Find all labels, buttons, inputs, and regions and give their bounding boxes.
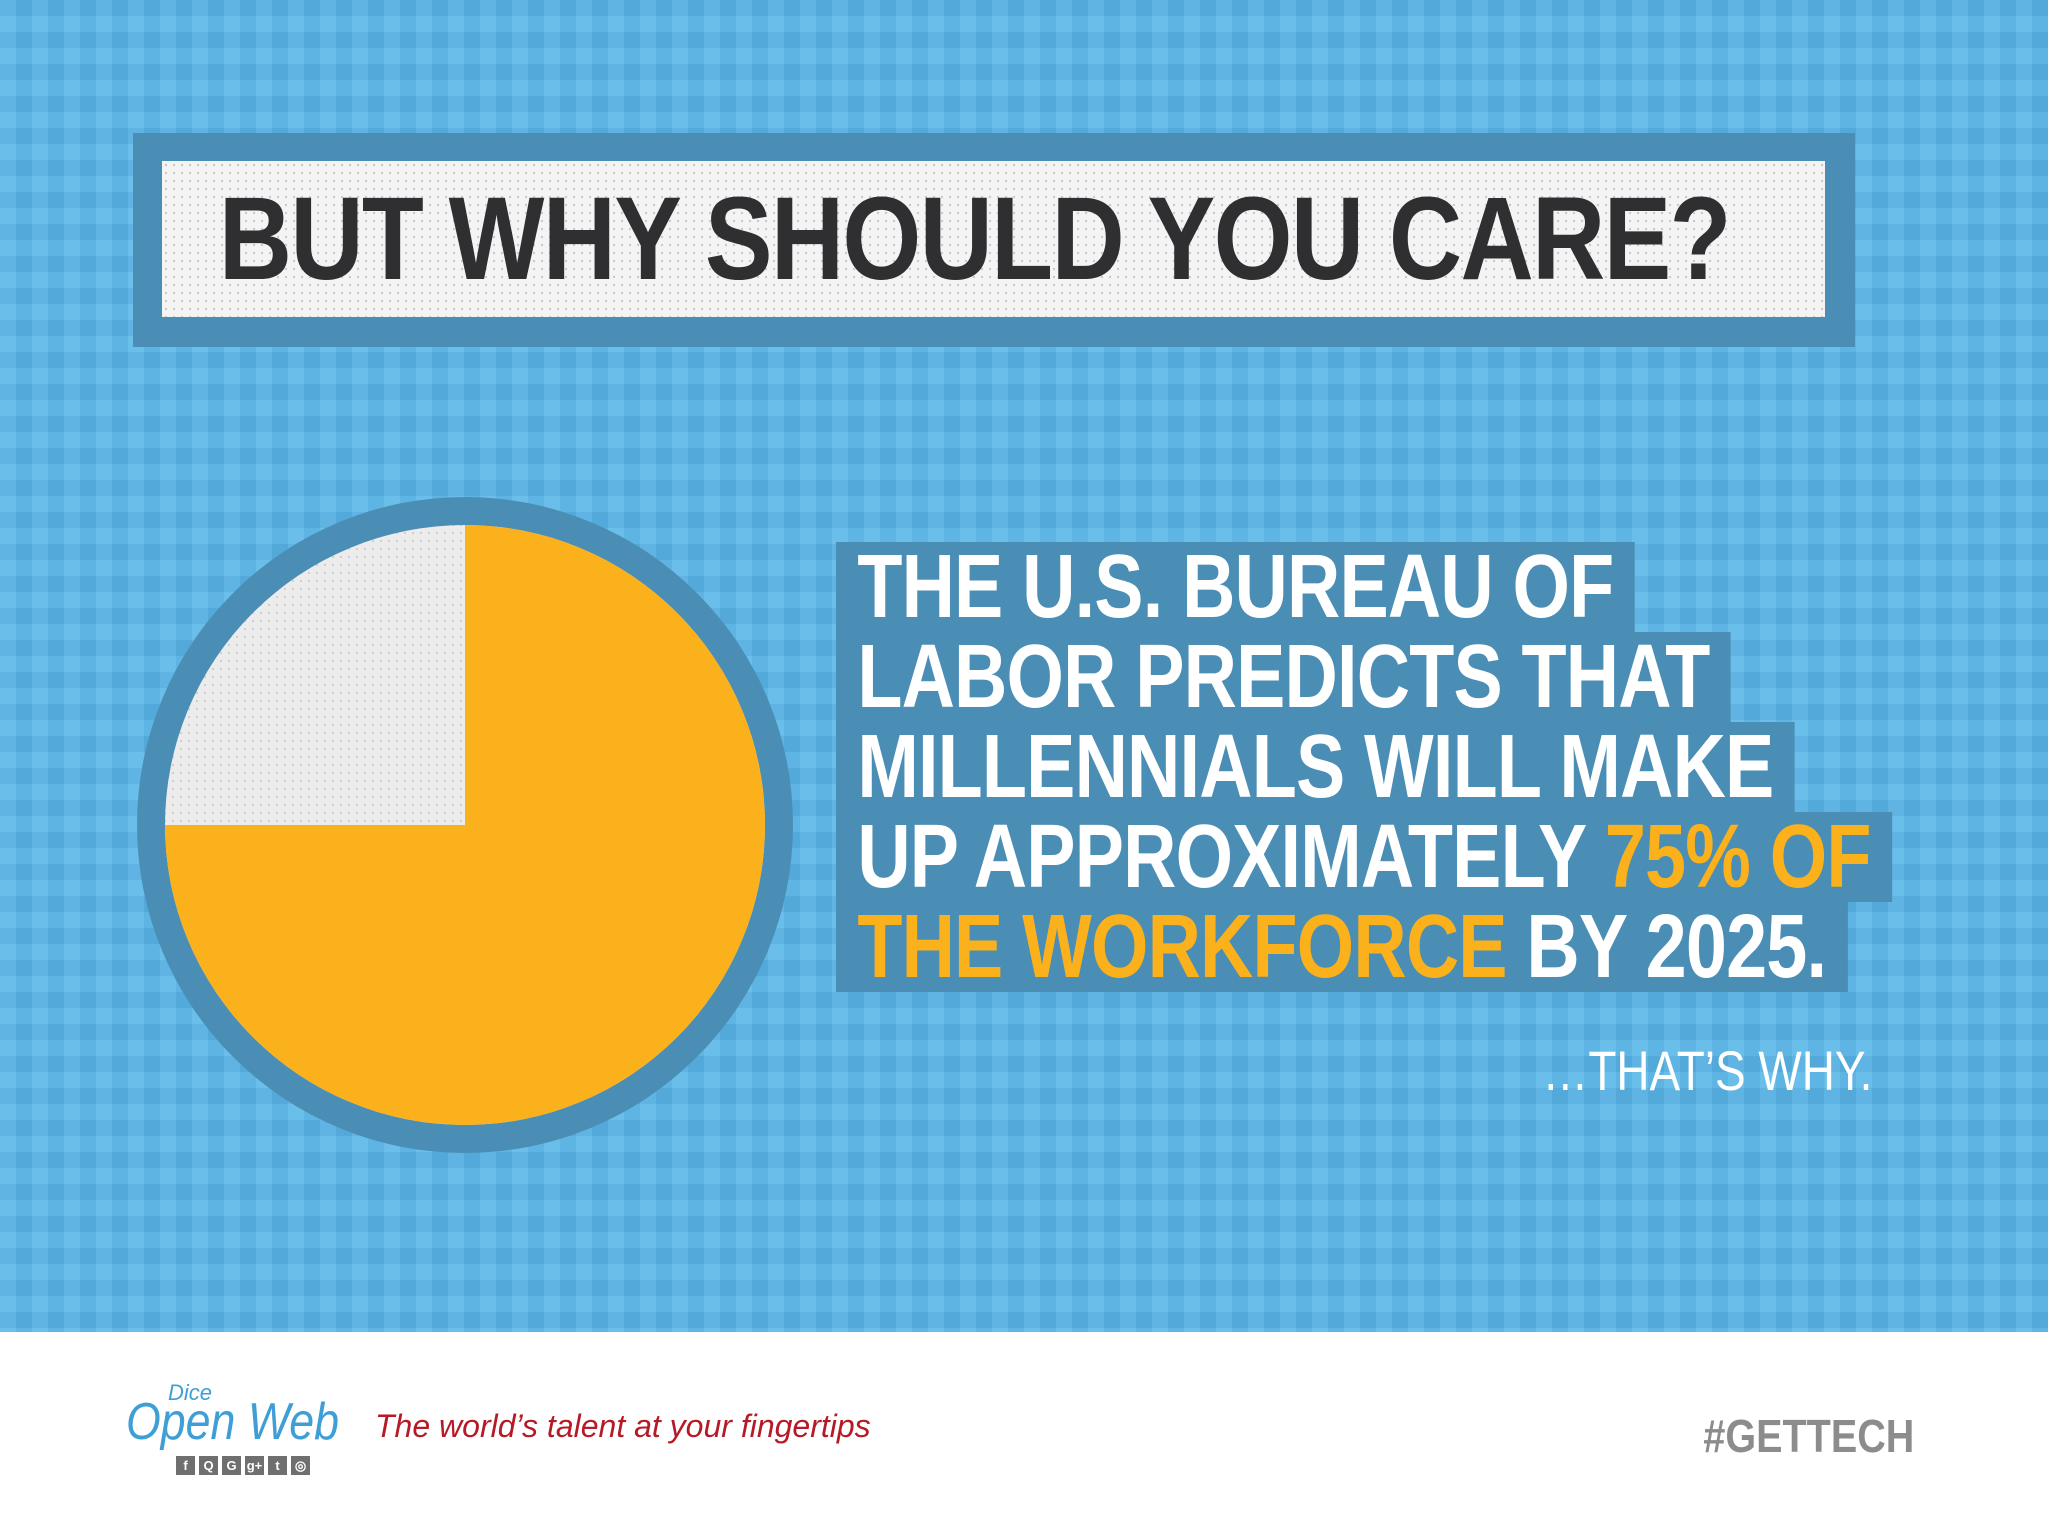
conclusion-text: …THAT’S WHY. [1542,1039,1872,1102]
quora-icon[interactable]: Q [199,1456,218,1475]
title-box: BUT WHY SHOULD YOU CARE? [162,161,1825,317]
hashtag: #GETTECH [1702,1410,1914,1462]
title-frame: BUT WHY SHOULD YOU CARE? [133,133,1855,347]
facebook-icon[interactable]: f [176,1456,195,1475]
pie-chart [137,497,793,1153]
pie-highlight-slice [165,525,765,1125]
statistic-line-5: THE WORKFORCE BY 2025. [836,902,1848,992]
twitter-icon[interactable]: t [268,1456,287,1475]
highlight-workforce: THE WORKFORCE [857,897,1507,997]
logo-brand-small: Dice [168,1380,213,1405]
dice-open-web-logo[interactable]: Dice Open Web f Q G g+ t ◎ [126,1380,339,1500]
google-plus-icon[interactable]: g+ [245,1456,264,1475]
page-title: BUT WHY SHOULD YOU CARE? [218,173,1732,305]
dribbble-icon[interactable]: ◎ [291,1456,310,1475]
social-icons: f Q G g+ t ◎ [176,1456,310,1475]
statistic-line-2: LABOR PREDICTS THAT [836,632,1731,722]
statistic-line-4: UP APPROXIMATELY 75% OF [836,812,1892,902]
statistic-line-1: THE U.S. BUREAU OF [836,542,1635,632]
statistic-line-3: MILLENNIALS WILL MAKE [836,722,1795,812]
footer: Dice Open Web f Q G g+ t ◎ The world’s t… [0,1332,2048,1536]
tagline: The world’s talent at your fingertips [375,1408,871,1444]
statistic-text: THE U.S. BUREAU OF LABOR PREDICTS THAT M… [836,542,1892,992]
github-icon[interactable]: G [222,1456,241,1475]
infographic-panel: BUT WHY SHOULD YOU CARE? THE U.S. BUREAU… [0,0,2048,1332]
logo-brand-main: Open Web [126,1393,339,1451]
highlight-percentage: 75% OF [1604,807,1872,907]
